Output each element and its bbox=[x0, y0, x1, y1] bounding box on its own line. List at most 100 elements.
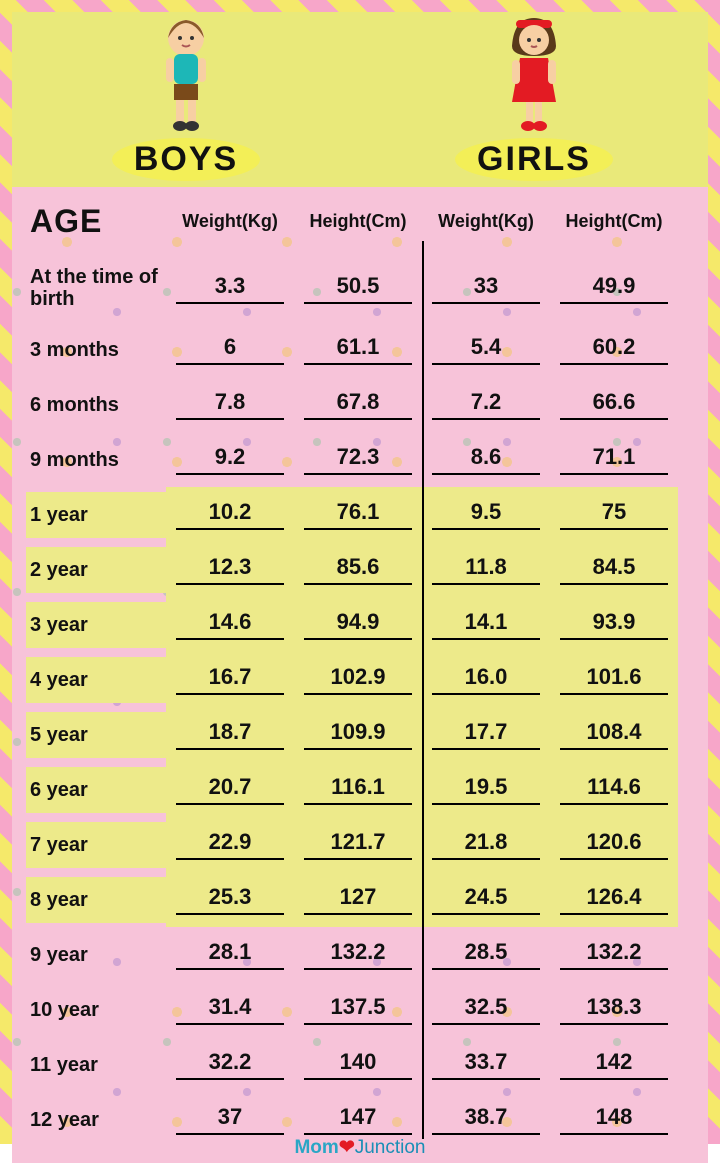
cell-wrap: 102.9 bbox=[294, 652, 422, 707]
value-cell: 3.3 bbox=[176, 273, 284, 304]
cell-wrap: 9.2 bbox=[166, 432, 294, 487]
value-cell: 108.4 bbox=[560, 719, 668, 750]
cell-wrap: 61.1 bbox=[294, 322, 422, 377]
age-cell: 3 months bbox=[26, 327, 166, 373]
cell-wrap: 84.5 bbox=[550, 542, 678, 597]
value-cell: 7.8 bbox=[176, 389, 284, 420]
value-cell: 138.3 bbox=[560, 994, 668, 1025]
cell-wrap: 140 bbox=[294, 1037, 422, 1092]
cell-wrap: 120.6 bbox=[550, 817, 678, 872]
age-cell: 4 year bbox=[26, 657, 166, 703]
cell-wrap: 16.7 bbox=[166, 652, 294, 707]
value-cell: 140 bbox=[304, 1049, 412, 1080]
value-cell: 102.9 bbox=[304, 664, 412, 695]
value-cell: 10.2 bbox=[176, 499, 284, 530]
cell-wrap: 67.8 bbox=[294, 377, 422, 432]
cell-wrap: 7.8 bbox=[166, 377, 294, 432]
cell-wrap: 10.2 bbox=[166, 487, 294, 542]
cell-wrap: 132.2 bbox=[294, 927, 422, 982]
value-cell: 67.8 bbox=[304, 389, 412, 420]
value-cell: 19.5 bbox=[432, 774, 540, 805]
girls-weight-header: Weight(Kg) bbox=[422, 195, 550, 246]
age-cell: 12 year bbox=[26, 1097, 166, 1143]
value-cell: 84.5 bbox=[560, 554, 668, 585]
value-cell: 71.1 bbox=[560, 444, 668, 475]
cell-wrap: 3.3 bbox=[166, 254, 294, 322]
header: BOYS GIRLS bbox=[12, 12, 708, 187]
boy-icon bbox=[144, 12, 228, 132]
cell-wrap: 71.1 bbox=[550, 432, 678, 487]
cell-wrap: 28.5 bbox=[422, 927, 550, 982]
logo-part2: Junction bbox=[355, 1137, 426, 1158]
value-cell: 121.7 bbox=[304, 829, 412, 860]
table-area: AGEWeight(Kg)Height(Cm)Weight(Kg)Height(… bbox=[12, 187, 708, 1163]
value-cell: 76.1 bbox=[304, 499, 412, 530]
center-divider bbox=[422, 241, 424, 1139]
cell-wrap: 5.4 bbox=[422, 322, 550, 377]
boys-header-col: BOYS bbox=[12, 12, 360, 181]
cell-wrap: 19.5 bbox=[422, 762, 550, 817]
value-cell: 60.2 bbox=[560, 334, 668, 365]
age-cell: 3 year bbox=[26, 602, 166, 648]
value-cell: 33.7 bbox=[432, 1049, 540, 1080]
cell-wrap: 108.4 bbox=[550, 707, 678, 762]
cell-wrap: 50.5 bbox=[294, 254, 422, 322]
value-cell: 7.2 bbox=[432, 389, 540, 420]
value-cell: 127 bbox=[304, 884, 412, 915]
cell-wrap: 49.9 bbox=[550, 254, 678, 322]
age-cell: 10 year bbox=[26, 987, 166, 1033]
value-cell: 5.4 bbox=[432, 334, 540, 365]
cell-wrap: 101.6 bbox=[550, 652, 678, 707]
value-cell: 12.3 bbox=[176, 554, 284, 585]
value-cell: 38.7 bbox=[432, 1104, 540, 1135]
cell-wrap: 16.0 bbox=[422, 652, 550, 707]
value-cell: 22.9 bbox=[176, 829, 284, 860]
age-cell: 9 year bbox=[26, 932, 166, 978]
cell-wrap: 24.5 bbox=[422, 872, 550, 927]
cell-wrap: 14.6 bbox=[166, 597, 294, 652]
value-cell: 28.5 bbox=[432, 939, 540, 970]
cell-wrap: 121.7 bbox=[294, 817, 422, 872]
cell-wrap: 75 bbox=[550, 487, 678, 542]
boys-label: BOYS bbox=[112, 138, 260, 181]
cell-wrap: 31.4 bbox=[166, 982, 294, 1037]
cell-wrap: 60.2 bbox=[550, 322, 678, 377]
value-cell: 16.0 bbox=[432, 664, 540, 695]
cell-wrap: 137.5 bbox=[294, 982, 422, 1037]
girls-header-col: GIRLS bbox=[360, 12, 708, 181]
cell-wrap: 12.3 bbox=[166, 542, 294, 597]
girls-label: GIRLS bbox=[455, 138, 613, 181]
data-grid: AGEWeight(Kg)Height(Cm)Weight(Kg)Height(… bbox=[26, 187, 694, 1147]
age-cell: At the time of birth bbox=[26, 254, 166, 322]
value-cell: 31.4 bbox=[176, 994, 284, 1025]
cell-wrap: 25.3 bbox=[166, 872, 294, 927]
cell-wrap: 6 bbox=[166, 322, 294, 377]
value-cell: 33 bbox=[432, 273, 540, 304]
cell-wrap: 127 bbox=[294, 872, 422, 927]
girl-icon bbox=[492, 12, 576, 132]
cell-wrap: 14.1 bbox=[422, 597, 550, 652]
value-cell: 16.7 bbox=[176, 664, 284, 695]
cell-wrap: 109.9 bbox=[294, 707, 422, 762]
value-cell: 14.1 bbox=[432, 609, 540, 640]
girls-height-header: Height(Cm) bbox=[550, 195, 678, 246]
age-cell: 11 year bbox=[26, 1042, 166, 1088]
value-cell: 9.2 bbox=[176, 444, 284, 475]
cell-wrap: 66.6 bbox=[550, 377, 678, 432]
cell-wrap: 132.2 bbox=[550, 927, 678, 982]
age-cell: 1 year bbox=[26, 492, 166, 538]
cell-wrap: 116.1 bbox=[294, 762, 422, 817]
cell-wrap: 94.9 bbox=[294, 597, 422, 652]
cell-wrap: 32.2 bbox=[166, 1037, 294, 1092]
cell-wrap: 114.6 bbox=[550, 762, 678, 817]
cell-wrap: 17.7 bbox=[422, 707, 550, 762]
cell-wrap: 33 bbox=[422, 254, 550, 322]
content-panel: BOYS GIRLS AGEWeight bbox=[12, 12, 708, 1132]
value-cell: 114.6 bbox=[560, 774, 668, 805]
cell-wrap: 93.9 bbox=[550, 597, 678, 652]
cell-wrap: 22.9 bbox=[166, 817, 294, 872]
value-cell: 147 bbox=[304, 1104, 412, 1135]
cell-wrap: 76.1 bbox=[294, 487, 422, 542]
age-cell: 2 year bbox=[26, 547, 166, 593]
value-cell: 50.5 bbox=[304, 273, 412, 304]
